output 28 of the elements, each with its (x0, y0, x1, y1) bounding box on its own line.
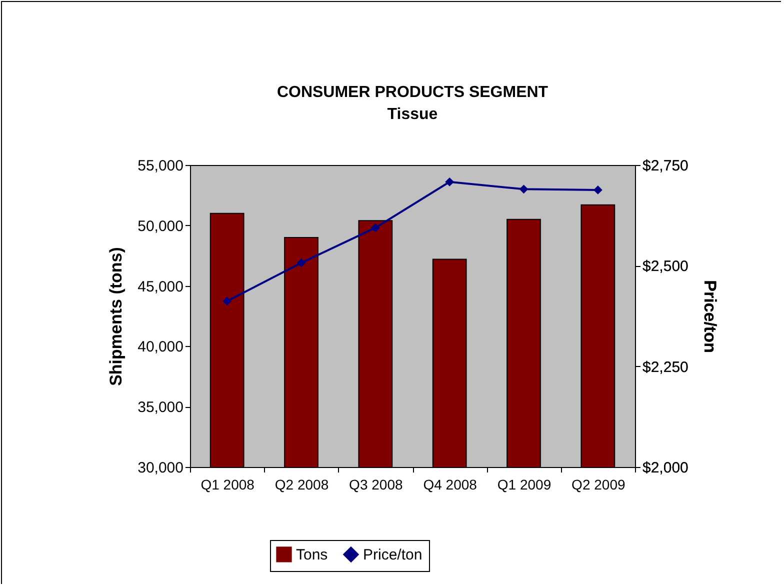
x-tick-label: Q1 2009 (497, 476, 552, 492)
y-tick-label: 30,000 (138, 460, 184, 476)
x-tick-label: Q3 2008 (349, 476, 403, 492)
point (445, 177, 454, 186)
x-tick-label: Q4 2008 (423, 476, 478, 492)
y2-tick-label: $2,500 (642, 258, 688, 276)
y2-tick-label: $2,250 (642, 358, 688, 376)
chart-title: CONSUMER PRODUCTS SEGMENT (276, 84, 548, 101)
chart-subtitle: Tissue (387, 106, 438, 123)
point (370, 223, 380, 232)
x-tick-label: Q2 2008 (274, 476, 329, 492)
y-tick-label: 45,000 (138, 278, 184, 296)
point (519, 184, 528, 194)
y-tick-label: 40,000 (138, 338, 184, 356)
point (296, 258, 306, 268)
x-tick-label: Q1 2008 (200, 476, 255, 492)
y-tick-label: 50,000 (138, 218, 184, 235)
legend-label: Tons (296, 546, 328, 564)
y2-tick-label: $2,000 (642, 460, 688, 476)
legend-label: Price/ton (363, 546, 422, 564)
point (593, 185, 602, 194)
y2-axis-title: Price/ton (700, 280, 720, 353)
y2-tick-label: $2,750 (642, 158, 688, 174)
y-axis-title: Shipments (tons) (106, 247, 126, 386)
x-tick-label: Q2 2009 (572, 476, 626, 492)
y-tick-label: 55,000 (138, 158, 184, 174)
point (222, 296, 232, 306)
y-tick-label: 35,000 (138, 399, 184, 416)
